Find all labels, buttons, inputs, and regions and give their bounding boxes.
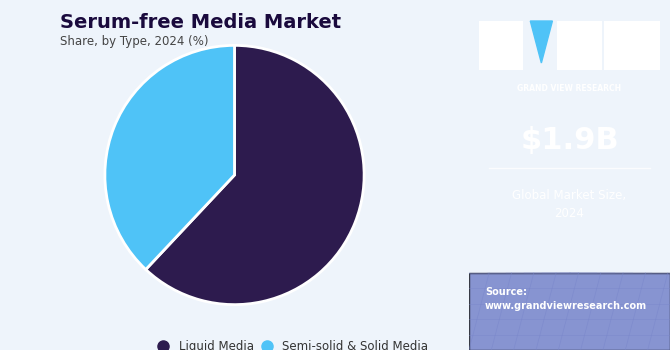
Text: GRAND VIEW RESEARCH: GRAND VIEW RESEARCH bbox=[517, 84, 622, 93]
Wedge shape bbox=[105, 46, 234, 270]
Text: Semi-solid & Solid Media: Semi-solid & Solid Media bbox=[283, 340, 428, 350]
Bar bbox=[557, 21, 602, 70]
Text: Share, by Type, 2024 (%): Share, by Type, 2024 (%) bbox=[60, 35, 208, 48]
Wedge shape bbox=[146, 46, 364, 304]
Text: Serum-free Media Market: Serum-free Media Market bbox=[60, 13, 340, 32]
Bar bbox=[604, 21, 660, 70]
FancyBboxPatch shape bbox=[469, 273, 670, 350]
Text: $1.9B: $1.9B bbox=[520, 126, 619, 154]
Bar bbox=[479, 21, 523, 70]
Text: Source:
www.grandviewresearch.com: Source: www.grandviewresearch.com bbox=[485, 287, 647, 311]
Polygon shape bbox=[531, 21, 552, 63]
Text: Liquid Media: Liquid Media bbox=[179, 340, 254, 350]
Text: Global Market Size,
2024: Global Market Size, 2024 bbox=[513, 189, 626, 220]
